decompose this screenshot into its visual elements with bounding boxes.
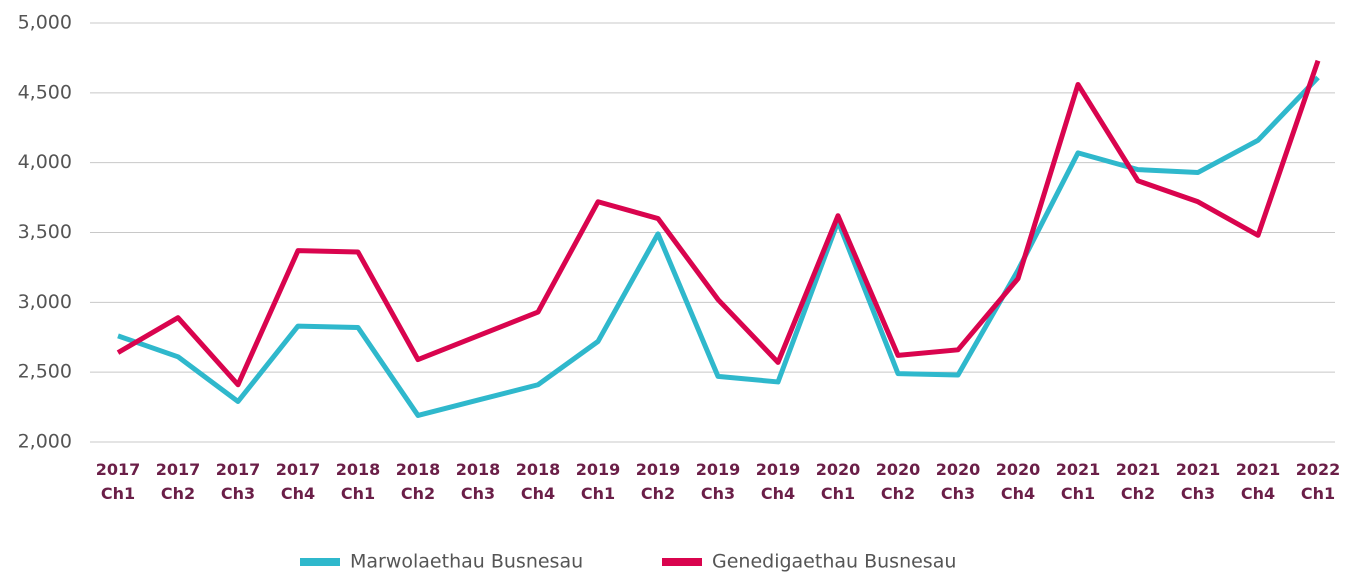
y-tick-label: 4,000 (18, 151, 72, 173)
x-tick-label: 2021 Ch4 (1236, 460, 1281, 503)
x-tick-label: 2022 Ch1 (1296, 460, 1341, 503)
x-tick-label: 2020 Ch3 (936, 460, 981, 503)
y-tick-label: 3,000 (18, 291, 72, 313)
x-tick-label: 2018 Ch1 (336, 460, 381, 503)
legend-label: Genedigaethau Busnesau (712, 551, 956, 573)
x-tick-label: 2017 Ch4 (276, 460, 321, 503)
x-tick-label: 2019 Ch1 (576, 460, 621, 503)
y-tick-label: 2,000 (18, 431, 72, 453)
y-tick-label: 3,500 (18, 221, 72, 243)
x-tick-label: 2017 Ch3 (216, 460, 261, 503)
x-tick-label: 2017 Ch2 (156, 460, 201, 503)
y-tick-label: 2,500 (18, 361, 72, 383)
x-tick-label: 2019 Ch2 (636, 460, 681, 503)
x-tick-label: 2019 Ch3 (696, 460, 741, 503)
x-tick-label: 2020 Ch4 (996, 460, 1041, 503)
x-tick-label: 2017 Ch1 (96, 460, 141, 503)
y-tick-label: 4,500 (18, 81, 72, 103)
x-tick-label: 2021 Ch3 (1176, 460, 1221, 503)
x-tick-label: 2020 Ch1 (816, 460, 861, 503)
y-tick-label: 5,000 (18, 12, 72, 34)
x-tick-label: 2018 Ch3 (456, 460, 501, 503)
legend-label: Marwolaethau Busnesau (350, 551, 583, 573)
x-tick-label: 2020 Ch2 (876, 460, 921, 503)
line (117, 75, 1320, 418)
x-tick-label: 2021 Ch2 (1116, 460, 1161, 503)
x-tick-label: 2021 Ch1 (1056, 460, 1101, 503)
x-tick-label: 2019 Ch4 (756, 460, 801, 503)
x-tick-label: 2018 Ch2 (396, 460, 441, 503)
x-tick-label: 2018 Ch4 (516, 460, 561, 503)
line (116, 59, 1321, 388)
